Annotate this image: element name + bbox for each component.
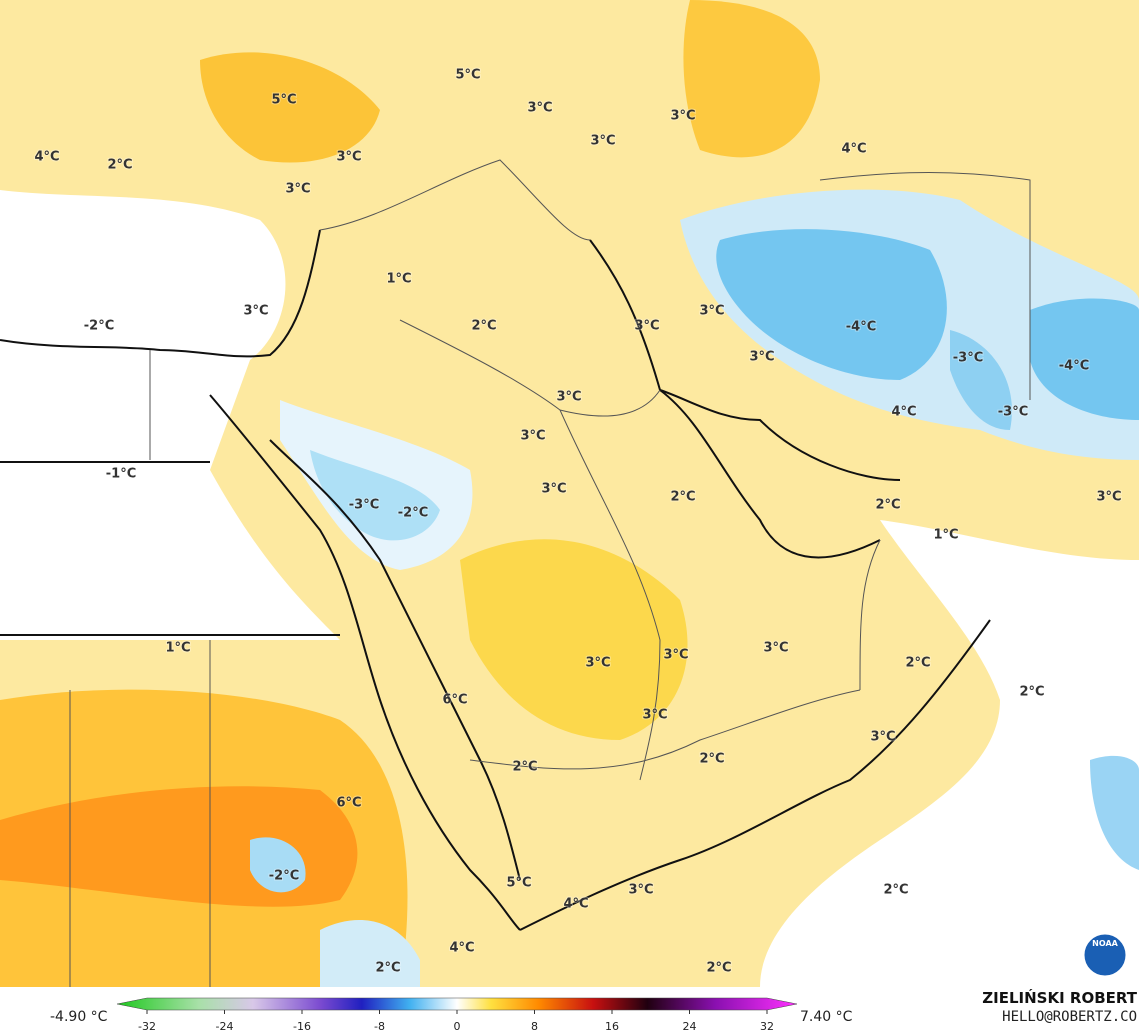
temperature-label: 3°C <box>670 109 695 124</box>
cold-region <box>1030 298 1139 420</box>
temperature-label: 4°C <box>563 897 588 912</box>
temperature-label: -2°C <box>269 869 299 884</box>
legend-max: 7.40 °C <box>800 1009 853 1025</box>
temperature-label: 3°C <box>243 304 268 319</box>
cold-region <box>716 229 947 380</box>
temperature-label: 3°C <box>590 134 615 149</box>
temperature-label: 4°C <box>891 405 916 420</box>
temperature-label: 3°C <box>556 390 581 405</box>
temperature-label: 5°C <box>455 68 480 83</box>
temperature-label: -2°C <box>84 319 114 334</box>
temperature-label: 2°C <box>883 883 908 898</box>
temperature-label: 5°C <box>506 876 531 891</box>
colorbar-tick-label: -32 <box>138 1020 156 1033</box>
noaa-logo-text: NOAA <box>1092 939 1118 948</box>
temperature-label: 2°C <box>1019 685 1044 700</box>
temperature-label: 4°C <box>841 142 866 157</box>
temperature-label: 2°C <box>471 319 496 334</box>
temperature-label: 3°C <box>628 883 653 898</box>
cool-region <box>310 450 440 541</box>
temperature-label: -4°C <box>846 320 876 335</box>
temperature-label: 2°C <box>699 752 724 767</box>
temperature-label: 3°C <box>336 150 361 165</box>
temperature-label: 1°C <box>933 528 958 543</box>
temperature-label: -3°C <box>998 405 1028 420</box>
colorbar-tick-label: 8 <box>531 1020 538 1033</box>
temperature-label: 5°C <box>271 93 296 108</box>
white-region <box>760 520 1139 987</box>
temperature-label: 3°C <box>749 350 774 365</box>
credit-author: ZIELIŃSKI ROBERT <box>982 988 1137 1007</box>
temperature-label: 3°C <box>699 304 724 319</box>
temperature-label: 3°C <box>527 101 552 116</box>
temperature-label: 1°C <box>165 641 190 656</box>
temperature-label: 2°C <box>107 158 132 173</box>
temperature-label: 1°C <box>386 272 411 287</box>
colorbar-tick-label: 16 <box>605 1020 619 1033</box>
temperature-label: 4°C <box>449 941 474 956</box>
warm-region <box>200 52 380 163</box>
legend-min: -4.90 °C <box>50 1009 108 1025</box>
colorbar-tick-label: 0 <box>454 1020 461 1033</box>
temperature-label: 3°C <box>763 641 788 656</box>
cool-region <box>320 920 420 987</box>
temperature-label: 3°C <box>642 708 667 723</box>
temperature-label: 3°C <box>870 730 895 745</box>
temperature-label: -2°C <box>398 506 428 521</box>
temperature-label: 2°C <box>905 656 930 671</box>
temperature-label: 2°C <box>670 490 695 505</box>
white-region <box>0 190 340 640</box>
noaa-logo <box>1081 931 1129 979</box>
cool-region <box>250 837 306 893</box>
warm-region <box>683 0 820 158</box>
temperature-label: 3°C <box>1096 490 1121 505</box>
colorbar <box>116 997 798 1011</box>
temperature-label: -3°C <box>953 351 983 366</box>
temperature-label: 3°C <box>663 648 688 663</box>
cold-region <box>950 330 1012 430</box>
temperature-label: 2°C <box>375 961 400 976</box>
colorbar-tick-label: 32 <box>760 1020 774 1033</box>
temperature-label: 2°C <box>875 498 900 513</box>
temperature-label: -1°C <box>106 467 136 482</box>
temperature-label: 3°C <box>541 482 566 497</box>
colorbar-tick-label: -24 <box>216 1020 234 1033</box>
legend-background <box>0 987 1139 1035</box>
cool-region <box>1090 755 1139 870</box>
colorbar-tick-label: -8 <box>374 1020 385 1033</box>
temperature-label: 2°C <box>512 760 537 775</box>
colorbar-tick-label: -16 <box>293 1020 311 1033</box>
temperature-label: 6°C <box>336 796 361 811</box>
temperature-label: 3°C <box>285 182 310 197</box>
coastlines <box>0 229 991 931</box>
temperature-label: 2°C <box>706 961 731 976</box>
map <box>0 0 1139 987</box>
temperature-label: 3°C <box>585 656 610 671</box>
temperature-label: -4°C <box>1059 359 1089 374</box>
temperature-label: 3°C <box>520 429 545 444</box>
warm-region <box>460 539 688 740</box>
temperature-label: -3°C <box>349 498 379 513</box>
temperature-label: 6°C <box>442 693 467 708</box>
colorbar-tick-label: 24 <box>683 1020 697 1033</box>
temperature-label: 4°C <box>34 150 59 165</box>
credit-contact: HELLO@ROBERTZ.CO <box>1002 1009 1137 1025</box>
borders <box>69 159 1031 987</box>
temperature-label: 3°C <box>634 319 659 334</box>
